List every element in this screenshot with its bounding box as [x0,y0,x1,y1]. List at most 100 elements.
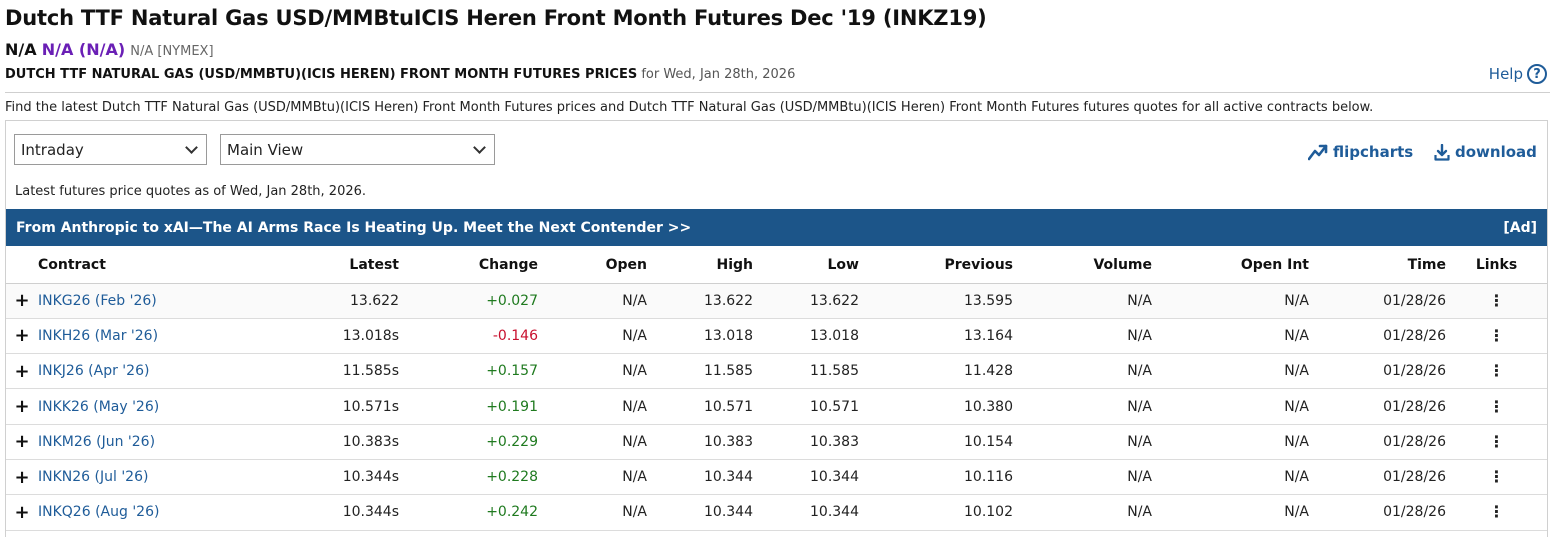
header-previous[interactable]: Previous [859,247,1013,284]
contract-link[interactable]: INKJ26 (Apr '26) [38,353,218,390]
header-time[interactable]: Time [1309,247,1446,284]
cell-time: 01/28/26 [1309,353,1446,390]
cell-latest: 10.571s [218,388,399,425]
cell-high: 13.622 [647,283,753,319]
help-label: Help [1488,65,1523,83]
plus-icon[interactable]: + [6,283,38,319]
header-change[interactable]: Change [399,247,538,284]
cell-latest: 11.585s [218,353,399,390]
cell-low: 10.571 [753,388,859,425]
plus-icon[interactable]: + [6,318,38,355]
cell-latest: 10.383s [218,424,399,460]
cell-time: 01/28/26 [1309,283,1446,319]
cell-open-int: N/A [1152,388,1309,425]
plus-icon[interactable]: + [6,353,38,390]
cell-latest: 13.622 [218,283,399,319]
table-row: + INKK26 (May '26) 10.571s +0.191 N/A 10… [6,388,1547,425]
download-link[interactable]: download [1434,143,1537,161]
cell-previous: 10.102 [859,494,1013,531]
contract-link[interactable]: INKH26 (Mar '26) [38,318,218,355]
ad-banner[interactable]: From Anthropic to xAI—The AI Arms Race I… [6,209,1547,246]
cell-previous: 10.116 [859,459,1013,496]
cell-change: +0.157 [399,353,538,390]
contract-link[interactable]: INKG26 (Feb '26) [38,283,218,319]
vertical-ellipsis-icon[interactable]: ⋮ [1446,388,1547,425]
cell-open: N/A [538,459,647,496]
cell-volume: N/A [1013,353,1152,390]
header-expand [6,247,38,284]
as-of-text: Latest futures price quotes as of Wed, J… [15,184,367,199]
quote-last: N/A [5,40,37,59]
ad-tag: [Ad] [1503,219,1537,236]
plus-icon[interactable]: + [6,388,38,425]
vertical-ellipsis-icon[interactable]: ⋮ [1446,318,1547,355]
futures-table: Contract Latest Change Open High Low Pre… [6,247,1547,531]
table-row: + INKJ26 (Apr '26) 11.585s +0.157 N/A 11… [6,353,1547,390]
cell-volume: N/A [1013,318,1152,355]
vertical-ellipsis-icon[interactable]: ⋮ [1446,459,1547,496]
contract-link[interactable]: INKQ26 (Aug '26) [38,494,218,531]
cell-change: +0.228 [399,459,538,496]
cell-open: N/A [538,318,647,355]
cell-previous: 13.164 [859,318,1013,355]
header-open-int[interactable]: Open Int [1152,247,1309,284]
cell-time: 01/28/26 [1309,494,1446,531]
header-latest[interactable]: Latest [218,247,399,284]
cell-open: N/A [538,388,647,425]
flipcharts-link[interactable]: flipcharts [1308,143,1413,161]
cell-change: -0.146 [399,318,538,355]
vertical-ellipsis-icon[interactable]: ⋮ [1446,494,1547,531]
cell-volume: N/A [1013,494,1152,531]
vertical-ellipsis-icon[interactable]: ⋮ [1446,353,1547,390]
vertical-ellipsis-icon[interactable]: ⋮ [1446,283,1547,319]
header-open[interactable]: Open [538,247,647,284]
quote-summary: N/A N/A (N/A) N/A [NYMEX] [5,40,214,59]
header-divider [5,92,1550,93]
cell-change: +0.242 [399,494,538,531]
cell-volume: N/A [1013,388,1152,425]
cell-low: 10.344 [753,494,859,531]
help-link[interactable]: Help ? [1489,64,1547,84]
download-icon [1434,143,1450,161]
contract-link[interactable]: INKN26 (Jul '26) [38,459,218,496]
cell-high: 11.585 [647,353,753,390]
futures-panel: Intraday Main View flipcharts download L… [5,120,1548,537]
cell-previous: 11.428 [859,353,1013,390]
header-high[interactable]: High [647,247,753,284]
view-select-value: Main View [227,140,304,159]
subtitle-heading: DUTCH TTF NATURAL GAS (USD/MMBTU)(ICIS H… [5,67,638,82]
cell-change: +0.027 [399,283,538,319]
cell-high: 10.344 [647,459,753,496]
header-contract[interactable]: Contract [38,247,218,284]
period-select-value: Intraday [21,140,84,159]
plus-icon[interactable]: + [6,424,38,460]
cell-volume: N/A [1013,459,1152,496]
plus-icon[interactable]: + [6,459,38,496]
cell-low: 11.585 [753,353,859,390]
cell-open-int: N/A [1152,494,1309,531]
cell-open: N/A [538,424,647,460]
plus-icon[interactable]: + [6,494,38,531]
cell-low: 10.383 [753,424,859,460]
cell-change: +0.191 [399,388,538,425]
contract-link[interactable]: INKM26 (Jun '26) [38,424,218,460]
cell-open: N/A [538,494,647,531]
subtitle-date: for Wed, Jan 28th, 2026 [637,67,796,82]
cell-open: N/A [538,353,647,390]
quote-exchange: N/A [NYMEX] [130,44,214,59]
table-header-row: Contract Latest Change Open High Low Pre… [6,247,1547,284]
period-select[interactable]: Intraday [14,134,207,165]
download-label: download [1455,143,1537,161]
question-circle-icon: ? [1527,64,1547,84]
header-volume[interactable]: Volume [1013,247,1152,284]
cell-open-int: N/A [1152,424,1309,460]
flipcharts-label: flipcharts [1333,143,1414,161]
vertical-ellipsis-icon[interactable]: ⋮ [1446,424,1547,460]
table-row: + INKM26 (Jun '26) 10.383s +0.229 N/A 10… [6,424,1547,460]
contract-link[interactable]: INKK26 (May '26) [38,388,218,425]
cell-latest: 13.018s [218,318,399,355]
table-row: + INKN26 (Jul '26) 10.344s +0.228 N/A 10… [6,459,1547,496]
table-row: + INKH26 (Mar '26) 13.018s -0.146 N/A 13… [6,318,1547,355]
view-select[interactable]: Main View [220,134,495,165]
header-low[interactable]: Low [753,247,859,284]
